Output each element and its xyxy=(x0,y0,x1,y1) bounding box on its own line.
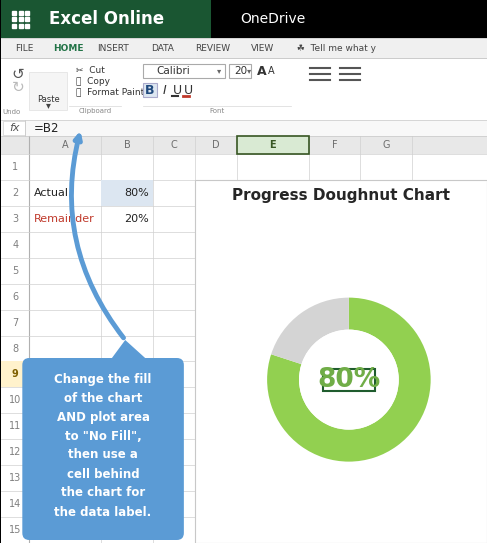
Bar xyxy=(1,0,211,38)
Wedge shape xyxy=(267,298,431,462)
Text: 80%: 80% xyxy=(124,188,149,198)
Text: 15: 15 xyxy=(9,525,21,535)
Text: A: A xyxy=(62,140,69,150)
Text: the data label.: the data label. xyxy=(55,506,152,519)
FancyBboxPatch shape xyxy=(323,369,375,390)
Text: then use a: then use a xyxy=(68,449,138,462)
Text: A: A xyxy=(268,66,274,76)
Bar xyxy=(237,136,308,154)
Bar xyxy=(29,72,67,110)
Polygon shape xyxy=(103,340,148,370)
Text: 12: 12 xyxy=(9,447,21,457)
Text: U: U xyxy=(184,84,193,97)
Text: 1: 1 xyxy=(12,162,19,172)
Text: the chart for: the chart for xyxy=(61,487,145,500)
Bar xyxy=(143,83,157,97)
Text: Font: Font xyxy=(209,108,225,114)
Text: ☘  Tell me what y: ☘ Tell me what y xyxy=(291,43,375,53)
Text: ⎘  Copy: ⎘ Copy xyxy=(76,77,110,85)
Text: Excel Online: Excel Online xyxy=(49,10,165,28)
Text: REVIEW: REVIEW xyxy=(195,43,230,53)
Bar xyxy=(1,58,487,120)
Text: 2: 2 xyxy=(12,188,19,198)
Text: 9: 9 xyxy=(12,369,19,380)
Text: to "No Fill",: to "No Fill", xyxy=(65,430,141,443)
Text: DATA: DATA xyxy=(151,43,174,53)
Text: C: C xyxy=(170,140,177,150)
Text: OneDrive: OneDrive xyxy=(241,12,306,26)
Text: 11: 11 xyxy=(9,421,21,431)
Text: 🖌  Format Painter: 🖌 Format Painter xyxy=(76,87,154,97)
Text: AND plot area: AND plot area xyxy=(56,411,150,424)
Text: 5: 5 xyxy=(12,266,19,276)
Text: INSERT: INSERT xyxy=(97,43,129,53)
Text: 6: 6 xyxy=(12,292,19,301)
Text: 14: 14 xyxy=(9,499,21,509)
Text: 7: 7 xyxy=(12,318,19,327)
Text: Paste: Paste xyxy=(37,94,59,104)
Text: A: A xyxy=(257,65,266,78)
Text: HOME: HOME xyxy=(53,43,84,53)
Bar xyxy=(1,0,487,38)
Text: cell behind: cell behind xyxy=(67,468,139,481)
Circle shape xyxy=(299,330,399,430)
Text: ▾: ▾ xyxy=(46,100,51,110)
Wedge shape xyxy=(271,298,349,364)
Text: ✂  Cut: ✂ Cut xyxy=(76,66,105,74)
Text: 4: 4 xyxy=(12,240,19,250)
Text: Calibri: Calibri xyxy=(156,66,190,76)
Text: FILE: FILE xyxy=(15,43,34,53)
Text: G: G xyxy=(382,140,390,150)
Text: 80%: 80% xyxy=(317,367,380,393)
Bar xyxy=(3,121,25,135)
Text: 8: 8 xyxy=(12,344,19,353)
Text: Progress Doughnut Chart: Progress Doughnut Chart xyxy=(232,188,450,204)
Bar xyxy=(1,120,487,136)
Text: fx: fx xyxy=(9,123,19,133)
Text: Clipboard: Clipboard xyxy=(78,108,112,114)
Text: 20%: 20% xyxy=(124,214,149,224)
Text: =B2: =B2 xyxy=(33,122,59,135)
Text: ▾: ▾ xyxy=(247,66,251,75)
Bar xyxy=(195,180,487,543)
FancyBboxPatch shape xyxy=(22,358,184,540)
Bar xyxy=(1,136,487,543)
Bar xyxy=(143,64,225,78)
Text: 3: 3 xyxy=(12,214,19,224)
Text: B: B xyxy=(145,84,155,97)
Text: ↻: ↻ xyxy=(11,80,24,95)
Text: Change the fill: Change the fill xyxy=(55,372,152,386)
Text: of the chart: of the chart xyxy=(64,392,142,405)
Bar xyxy=(1,38,487,58)
Bar xyxy=(1,136,487,154)
Text: Undo: Undo xyxy=(2,109,20,115)
Text: D: D xyxy=(212,140,220,150)
Text: ↺: ↺ xyxy=(11,67,24,82)
Text: I: I xyxy=(163,84,167,97)
Text: 10: 10 xyxy=(9,395,21,406)
Text: 20: 20 xyxy=(235,66,248,76)
Bar xyxy=(229,64,251,78)
Text: ▾: ▾ xyxy=(217,66,221,75)
Text: Remainder: Remainder xyxy=(34,214,95,224)
Text: E: E xyxy=(269,140,276,150)
Text: F: F xyxy=(332,140,337,150)
Bar xyxy=(1,362,29,387)
Bar xyxy=(101,180,153,206)
Text: U: U xyxy=(173,84,182,97)
Text: 13: 13 xyxy=(9,473,21,483)
Text: B: B xyxy=(124,140,131,150)
Text: Actual: Actual xyxy=(34,188,69,198)
Text: VIEW: VIEW xyxy=(251,43,274,53)
